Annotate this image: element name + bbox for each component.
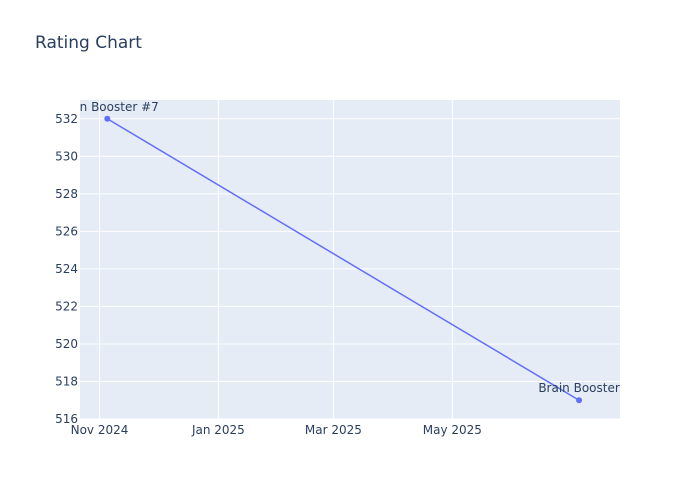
x-tick-label: Nov 2024: [71, 423, 129, 437]
y-tick-label: 530: [55, 149, 78, 163]
y-tick-label: 528: [55, 187, 78, 201]
y-tick-label: 516: [55, 412, 78, 426]
data-label: Brain Booster #7: [56, 100, 159, 114]
y-tick-label: 522: [55, 299, 78, 313]
series-layer: [104, 115, 583, 404]
x-tick-label: May 2025: [423, 423, 482, 437]
plot-area: [80, 100, 620, 419]
y-tick-label: 520: [55, 337, 78, 351]
data-label: Brain Booster: [538, 381, 620, 395]
y-tick-label: 518: [55, 374, 78, 388]
data-label-layer: Brain Booster #7 Brain Booster: [56, 100, 620, 395]
y-tick-label: 524: [55, 262, 78, 276]
data-point: [104, 115, 111, 122]
series-line: [106, 118, 580, 401]
grid-layer: [80, 100, 620, 420]
y-tick-label: 532: [55, 112, 78, 126]
x-tick-label: Mar 2025: [305, 423, 362, 437]
data-point: [576, 397, 583, 404]
axis-layer: 516 518 520 522 524 526 528 530 532 Nov 2024 Jan 2…: [55, 112, 482, 437]
y-tick-label: 526: [55, 224, 78, 238]
chart-title: Rating Chart: [35, 33, 142, 53]
x-tick-label: Jan 2025: [191, 423, 245, 437]
